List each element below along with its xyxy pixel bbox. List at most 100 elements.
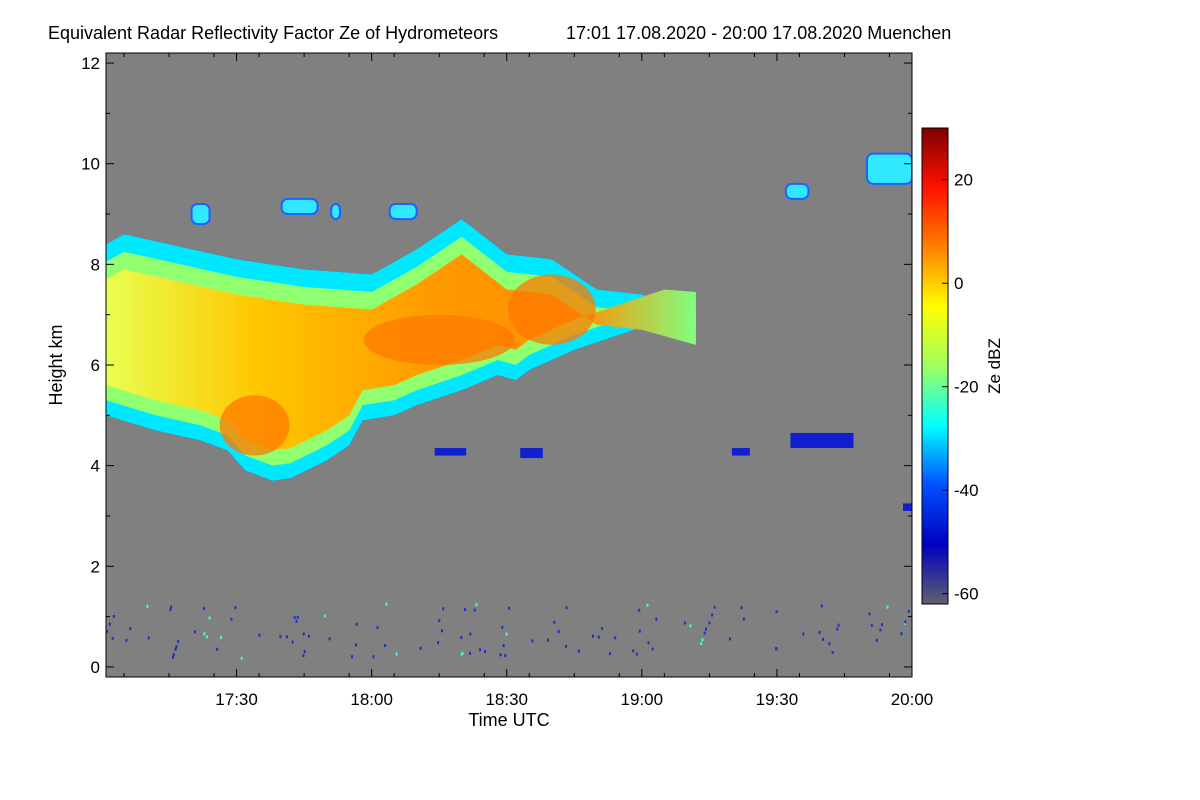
ground-speck: [395, 652, 398, 656]
ground-speck: [647, 641, 650, 645]
colorbar-label: Ze dBZ: [985, 338, 1004, 394]
ground-speck: [553, 620, 556, 624]
colorbar-tick-label: 20: [954, 171, 973, 190]
ground-speck: [291, 640, 294, 644]
ground-speck: [802, 632, 805, 636]
ground-speck: [171, 655, 174, 659]
ground-speck: [460, 635, 463, 639]
ground-speck: [879, 628, 882, 632]
ground-speck: [193, 630, 196, 634]
reflectivity-core: [363, 314, 515, 365]
ground-speck: [355, 622, 358, 626]
chart-subtitle: 17:01 17.08.2020 - 20:00 17.08.2020 Muen…: [566, 23, 951, 43]
ground-speck: [701, 638, 704, 642]
upper-ice-patch: [280, 197, 319, 216]
ground-speck: [564, 644, 567, 648]
x-tick-label: 19:00: [621, 690, 664, 709]
ground-speck: [836, 627, 839, 631]
ground-speck: [106, 629, 109, 633]
ground-speck: [147, 636, 150, 640]
ground-speck: [169, 608, 172, 612]
ground-speck: [501, 625, 504, 629]
ground-speck: [285, 635, 288, 639]
ground-speck: [591, 634, 594, 638]
upper-ice-patch: [190, 202, 211, 226]
ground-speck: [820, 604, 823, 608]
ground-speck: [703, 631, 706, 635]
ground-speck: [279, 635, 282, 639]
ground-speck: [111, 636, 114, 640]
ground-speck: [828, 642, 831, 646]
ground-speck: [708, 621, 711, 625]
x-tick-label: 17:30: [215, 690, 258, 709]
ground-speck: [302, 632, 305, 636]
ground-speck: [175, 645, 178, 649]
ground-speck: [683, 621, 686, 625]
ground-speck: [818, 630, 821, 634]
ground-speck: [565, 606, 568, 610]
weak-echo: [731, 448, 750, 456]
ground-speck: [469, 632, 472, 636]
ground-speck: [531, 639, 534, 643]
ground-speck: [384, 644, 387, 648]
ground-speck: [293, 615, 296, 619]
ground-speck: [205, 635, 208, 639]
ground-speck: [441, 629, 444, 633]
ground-speck: [705, 627, 708, 631]
ground-speck: [174, 647, 177, 651]
ground-speck: [376, 626, 379, 630]
ground-speck: [868, 612, 871, 616]
weak-echo: [434, 448, 467, 456]
y-tick-label: 12: [81, 54, 100, 73]
ground-speck: [129, 627, 132, 631]
ground-speck: [203, 632, 206, 636]
ground-speck: [505, 632, 508, 636]
ground-speck: [635, 652, 638, 656]
ground-speck: [208, 616, 211, 620]
ground-speck: [468, 651, 471, 655]
ground-speck: [328, 637, 331, 641]
ground-speck: [904, 620, 907, 624]
ground-speck: [907, 609, 910, 613]
ground-speck: [881, 623, 884, 627]
ground-speck: [442, 607, 445, 611]
ground-speck: [689, 624, 692, 628]
ground-speck: [601, 626, 604, 630]
ground-speck: [125, 638, 128, 642]
y-tick-label: 4: [91, 457, 100, 476]
ground-speck: [775, 610, 778, 614]
ground-speck: [475, 603, 478, 607]
ground-speck: [437, 641, 440, 645]
ground-speck: [499, 653, 502, 657]
ground-speck: [220, 635, 223, 639]
y-tick-label: 2: [91, 557, 100, 576]
ground-speck: [419, 646, 422, 650]
ground-speck: [646, 603, 649, 607]
x-tick-label: 19:30: [756, 690, 799, 709]
ground-speck: [655, 617, 658, 621]
reflectivity-core: [219, 395, 290, 456]
ground-speck: [632, 649, 635, 653]
colorbar-ticks: 20 0 -20 -40 -60: [942, 171, 979, 604]
upper-ice-patch: [865, 152, 912, 185]
ground-speck: [351, 655, 354, 659]
ground-speck: [295, 619, 298, 623]
ground-speck: [614, 636, 617, 640]
upper-ice-patch: [784, 182, 810, 200]
colorbar-tick-label: 0: [954, 274, 963, 293]
ground-speck: [728, 637, 731, 641]
x-tick-label: 20:00: [891, 690, 934, 709]
ground-speck: [900, 632, 903, 636]
ground-speck: [438, 619, 441, 623]
ground-speck: [463, 608, 466, 612]
colorbar-tick-label: -60: [954, 585, 979, 604]
ground-speck: [546, 638, 549, 642]
ground-speck: [775, 646, 778, 650]
y-tick-label: 6: [91, 356, 100, 375]
ground-speck: [608, 652, 611, 656]
echo-layer: [106, 152, 912, 660]
ground-speck: [323, 614, 326, 618]
ground-speck: [713, 605, 716, 609]
ground-speck: [875, 638, 878, 642]
